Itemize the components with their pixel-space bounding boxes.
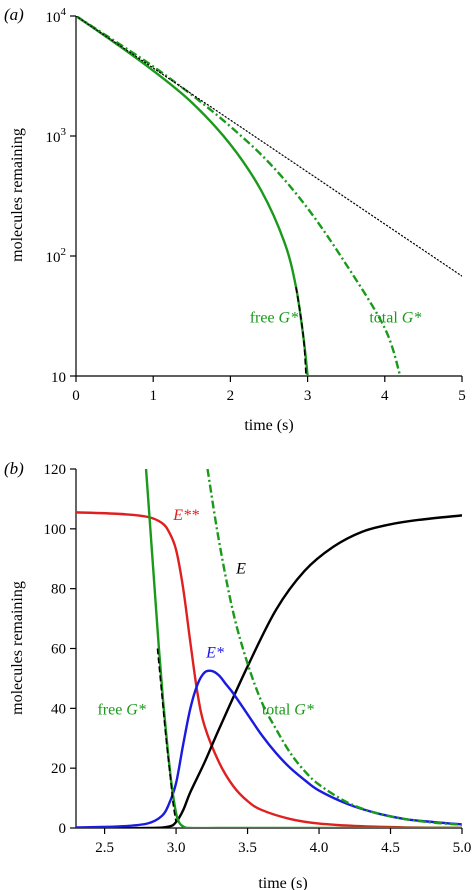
x-tick-label: 1 [149, 388, 157, 404]
x-tick-label: 4 [381, 388, 389, 404]
series-annotation: free G* [97, 701, 145, 718]
panel-b-label: (b) [4, 459, 24, 478]
estarstar-series-line [76, 511, 462, 828]
series-group [76, 469, 462, 828]
y-tick-label: 100 [44, 522, 67, 538]
y-tick-label: 103 [46, 126, 67, 146]
series-annotation: E [235, 561, 246, 578]
x-tick-label: 4.0 [310, 840, 329, 856]
panel-a-xlabel: time (s) [244, 417, 293, 434]
y-tick-label: 0 [59, 821, 67, 837]
x-tick-label: 3.5 [238, 840, 257, 856]
y-tick-label: 10 [51, 370, 66, 386]
series-annotation: E** [172, 507, 199, 524]
total-gstar-series-line [206, 469, 462, 826]
series-annotation: free G* [250, 309, 298, 326]
x-tick-label: 4.5 [381, 840, 400, 856]
panel-a-label: (a) [4, 5, 24, 24]
free-gstar-series-line [144, 469, 462, 828]
series-annotation: total G* [369, 309, 421, 326]
series-annotation: E* [205, 644, 224, 661]
panel-b-ylabel: molecules remaining [9, 581, 26, 715]
reference-series-line [76, 16, 462, 277]
series-group [76, 16, 462, 376]
axes: 2.5 3.0 3.5 4.0 4.5 5.0 0 20 40 60 80 100 120 [44, 462, 472, 856]
total-gstar-series-line [76, 16, 402, 376]
series-annotation: total G* [262, 701, 314, 718]
y-tick-label: 60 [51, 642, 66, 658]
reference-series-line [156, 648, 177, 823]
x-tick-label: 3.0 [167, 840, 186, 856]
reference-series-line [295, 287, 307, 376]
x-tick-label: 2 [227, 388, 235, 404]
x-tick-label: 0 [72, 388, 80, 404]
panel-a: (a) molecules remaining time (s) 0 1 2 3 4 5 1… [4, 5, 466, 434]
x-tick-label: 2.5 [95, 840, 114, 856]
panel-b: (b) molecules remaining time (s) 2.5 3.0 3… [4, 459, 471, 890]
y-tick-label: 40 [51, 701, 66, 717]
x-tick-label: 5.0 [453, 840, 472, 856]
panel-a-ylabel: molecules remaining [9, 128, 26, 262]
x-tick-label: 5 [458, 388, 466, 404]
y-tick-label: 20 [51, 761, 66, 777]
estar-series-line [76, 669, 462, 828]
axes: 0 1 2 3 4 5 10 102 103 104 [46, 6, 466, 404]
panel-b-xlabel: time (s) [258, 875, 307, 890]
e-series-line [76, 514, 462, 828]
x-tick-label: 3 [304, 388, 312, 404]
y-tick-label: 104 [46, 6, 67, 26]
y-tick-label: 80 [51, 582, 66, 598]
y-tick-label: 120 [44, 462, 67, 478]
y-tick-label: 102 [46, 246, 67, 266]
